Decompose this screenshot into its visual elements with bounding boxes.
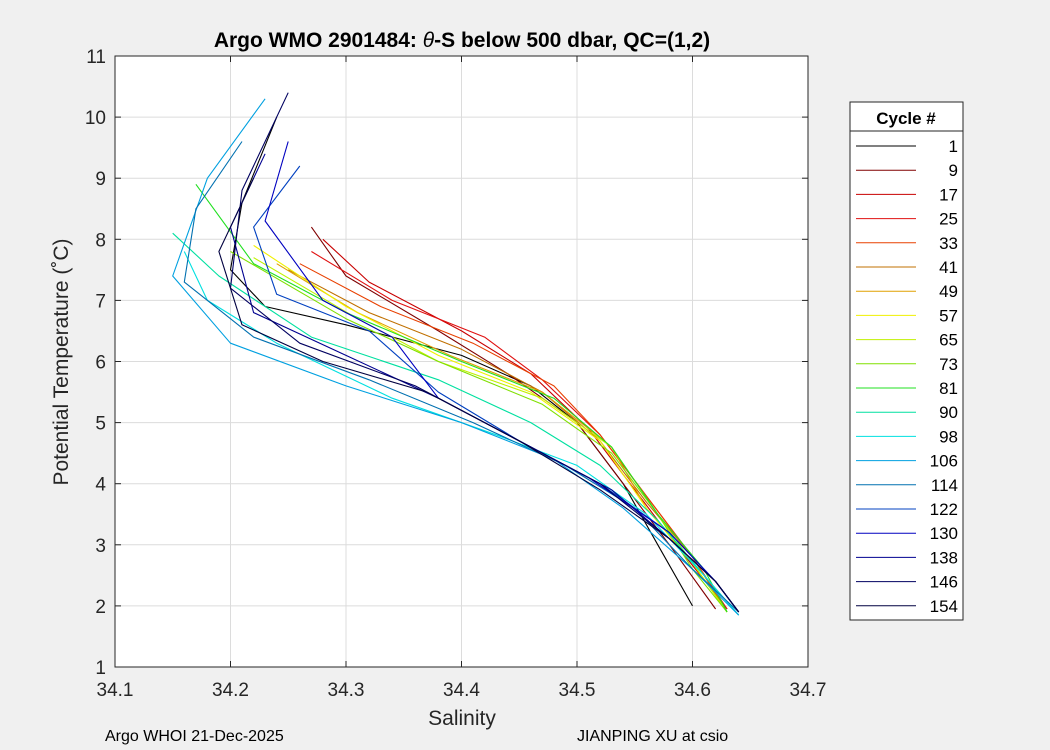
- y-tick-label: 11: [86, 47, 106, 68]
- legend-title: Cycle #: [876, 109, 936, 128]
- x-tick-label: 34.2: [212, 680, 249, 701]
- legend-label-90: 90: [939, 403, 958, 422]
- legend-label-122: 122: [930, 500, 958, 519]
- legend-label-81: 81: [939, 379, 958, 398]
- series-lines: [172, 92, 740, 616]
- y-axis-label: Potential Temperature (˚C): [50, 238, 73, 485]
- y-tick-label: 4: [95, 475, 106, 496]
- legend-label-138: 138: [930, 548, 958, 567]
- x-tick-label: 34.6: [674, 680, 711, 701]
- x-tick-label: 34.1: [97, 680, 134, 701]
- y-tick-label: 7: [95, 291, 106, 312]
- legend-label-146: 146: [930, 573, 958, 592]
- legend-label-25: 25: [939, 210, 958, 229]
- title-suffix: -S below 500 dbar, QC=(1,2): [434, 29, 710, 52]
- title-prefix: Argo WMO 2901484:: [214, 29, 423, 52]
- legend-label-154: 154: [930, 597, 958, 616]
- legend-label-1: 1: [949, 137, 958, 156]
- y-tick-label: 9: [95, 169, 106, 190]
- y-tick-label: 3: [95, 536, 106, 557]
- chart-title: Argo WMO 2901484: θ-S below 500 dbar, QC…: [214, 29, 710, 52]
- y-tick-label: 8: [95, 230, 106, 251]
- legend-label-98: 98: [939, 427, 958, 446]
- series-line-cycle-1: [229, 116, 693, 607]
- series-line-cycle-114: [183, 141, 740, 613]
- axis-ticks: 34.1 34.2 34.3 34.4 34.5 34.6 34.7 1 2 3 4 5 6 7 8 9 10 1…: [85, 47, 827, 701]
- footer-left: Argo WHOI 21-Dec-2025: [105, 728, 284, 745]
- legend-label-57: 57: [939, 306, 958, 325]
- series-line-cycle-81: [195, 183, 728, 613]
- legend-label-114: 114: [931, 476, 958, 495]
- footer-right: JIANPING XU at csio: [577, 728, 728, 745]
- legend-label-41: 41: [939, 258, 958, 277]
- series-line-cycle-41: [287, 269, 728, 613]
- title-theta: θ: [423, 29, 435, 52]
- legend-label-17: 17: [939, 185, 958, 204]
- y-tick-label: 2: [95, 597, 106, 618]
- legend-label-49: 49: [939, 282, 958, 301]
- legend-entries: 1 9 17 25 33 41 49 57 65 73 81 90 98 106 114 122 130 138 1…: [856, 137, 958, 616]
- legend-label-73: 73: [939, 355, 958, 374]
- y-tick-label: 1: [95, 658, 106, 679]
- x-axis-label: Salinity: [428, 707, 496, 730]
- x-tick-label: 34.4: [443, 680, 480, 701]
- legend: Cycle # 1 9 17 25 33 41 49 57 65 73 81 90 98 106 114 12…: [849, 101, 964, 621]
- y-tick-label: 6: [95, 353, 106, 374]
- x-tick-label: 34.5: [559, 680, 596, 701]
- y-tick-label: 5: [95, 414, 106, 435]
- series-line-cycle-73: [230, 251, 728, 613]
- series-line-cycle-57: [253, 244, 728, 613]
- series-line-cycle-106: [172, 98, 740, 616]
- y-tick-label: 10: [85, 108, 106, 129]
- legend-label-130: 130: [930, 524, 958, 543]
- legend-label-33: 33: [939, 234, 958, 253]
- x-tick-label: 34.7: [790, 680, 827, 701]
- series-line-cycle-154: [218, 177, 740, 613]
- legend-label-9: 9: [949, 161, 958, 180]
- legend-label-106: 106: [930, 452, 958, 471]
- series-line-cycle-98: [183, 251, 740, 616]
- x-tick-label: 34.3: [328, 680, 365, 701]
- legend-label-65: 65: [939, 331, 958, 350]
